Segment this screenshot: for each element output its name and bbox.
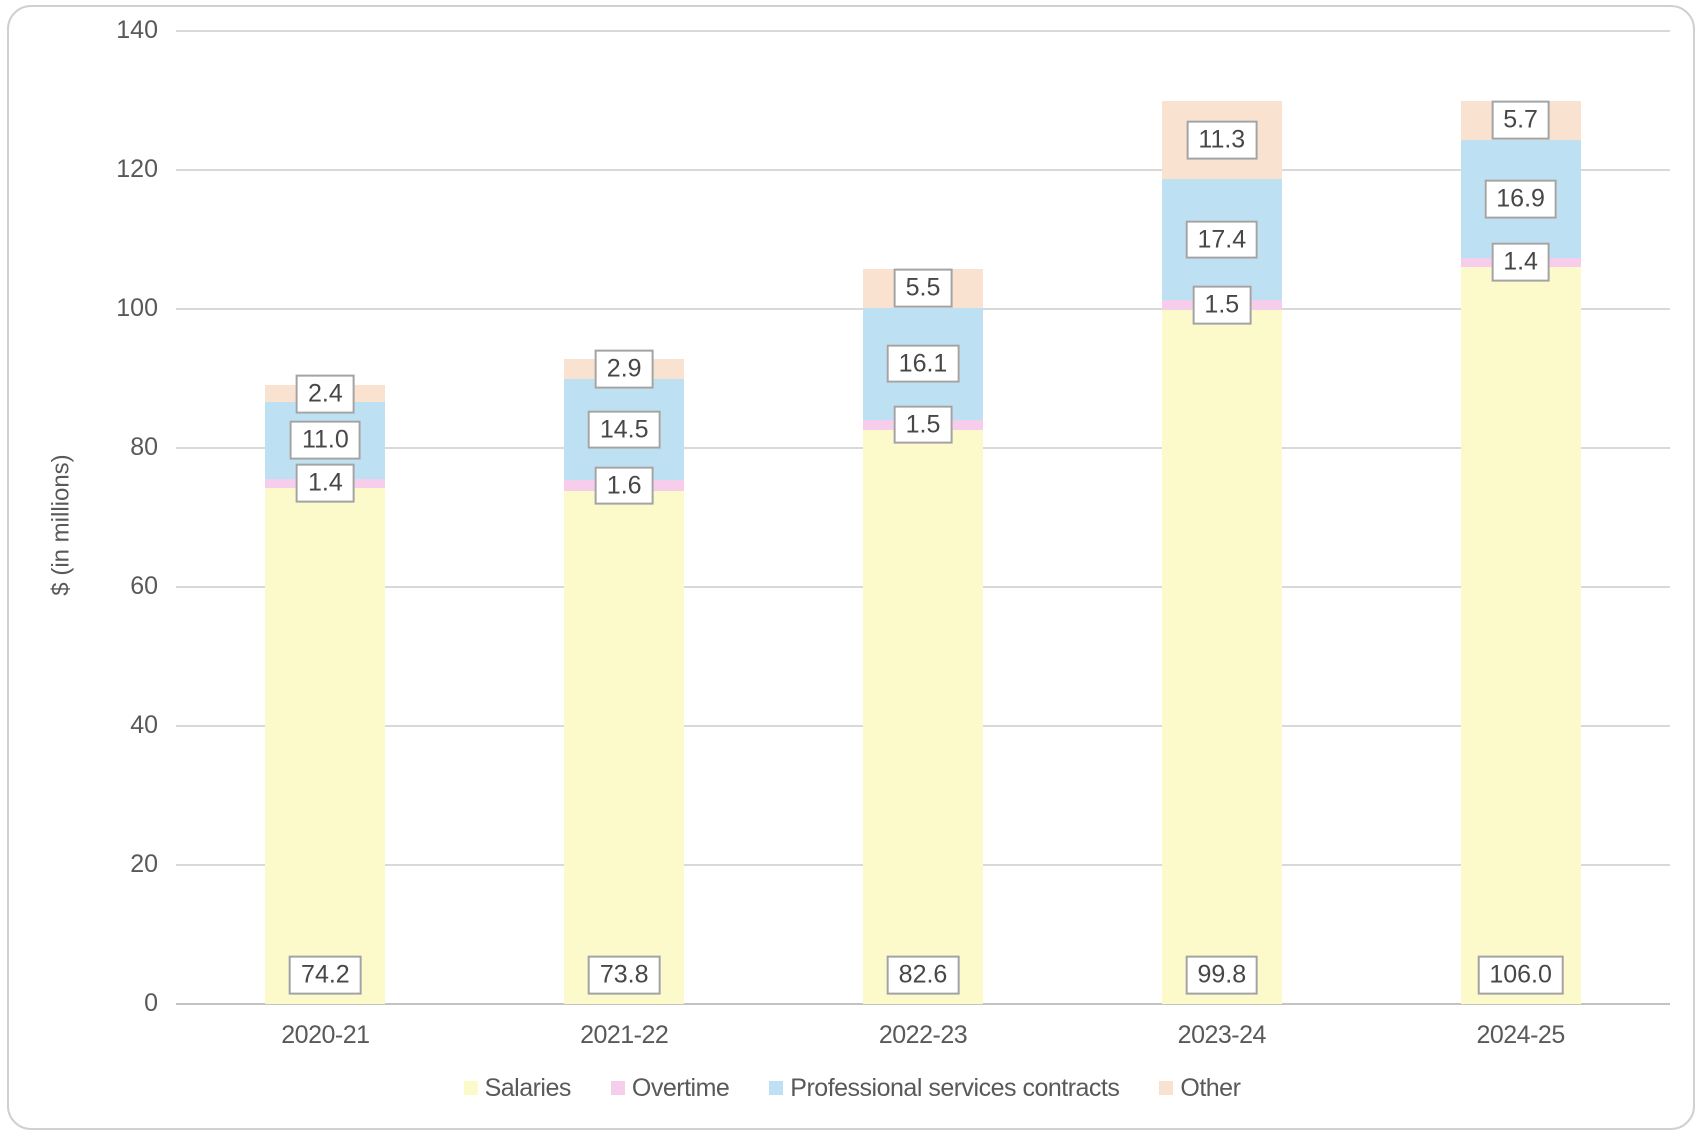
bar-segment-salaries [1460,267,1581,1004]
x-axis-label: 2020-21 [281,1021,370,1049]
legend-item-overtime: Overtime [610,1073,730,1103]
chart-legend: Salaries Overtime Professional services co… [9,1070,1695,1106]
gridline [176,30,1670,32]
data-label-other: 5.5 [893,269,953,308]
data-label-overtime: 1.5 [893,405,953,445]
bar-segment-salaries [863,429,983,1004]
data-label-salaries: 73.8 [587,955,661,995]
bar-segment-salaries [265,488,386,1004]
y-axis-tick-labels: 0 20 40 60 80 100 120 140 [40,16,158,1017]
data-label-professional-services-contracts: 17.4 [1185,220,1259,259]
data-label-professional-services-contracts: 16.1 [886,344,960,383]
x-axis-label: 2024-25 [1476,1021,1565,1049]
x-axis-line [176,1003,1670,1005]
data-label-overtime: 1.4 [1491,243,1550,282]
y-axis-tick-label: 60 [130,571,158,600]
y-axis-tick-label: 0 [144,988,158,1017]
x-axis-label: 2023-24 [1177,1021,1267,1049]
data-label-professional-services-contracts: 11.0 [289,420,361,460]
data-label-overtime: 1.6 [594,466,654,505]
legend-swatch-professional-services-contracts [769,1081,784,1095]
data-label-other: 11.3 [1186,120,1258,160]
data-label-salaries: 106.0 [1477,955,1564,995]
legend-label-salaries: Salaries [484,1073,572,1102]
data-label-other: 2.4 [296,374,355,414]
plot-area: 74.2 1.4 11.0 2.4 73.8 1.6 14.5 2.9 82.6 1.5 16.1 5… [176,30,1670,1005]
legend-swatch-salaries [463,1081,478,1095]
legend-swatch-other [1159,1081,1174,1095]
data-label-salaries: 74.2 [289,955,362,995]
data-label-other: 5.7 [1491,100,1550,140]
data-label-salaries: 82.6 [886,955,960,995]
legend-item-professional-services-contracts: Professional services contracts [769,1073,1120,1103]
bar-segment-salaries [1161,310,1282,1004]
x-axis-labels: 2020-21 2021-22 2022-23 2023-24 2024-25 [176,1021,1670,1055]
legend-item-other: Other [1159,1073,1241,1103]
legend-label-overtime: Overtime [631,1073,730,1102]
y-axis-tick-label: 100 [116,293,158,322]
bar-segment-salaries [564,491,685,1004]
x-axis-label: 2022-23 [878,1021,968,1049]
y-axis-tick-label: 20 [130,849,158,878]
legend-label-professional-services-contracts: Professional services contracts [790,1073,1120,1102]
data-label-professional-services-contracts: 16.9 [1484,179,1557,219]
gridline [176,169,1670,171]
x-axis-label: 2021-22 [580,1021,669,1049]
data-label-salaries: 99.8 [1185,955,1259,995]
legend-swatch-overtime [610,1081,625,1095]
data-label-other: 2.9 [594,349,654,389]
y-axis-tick-label: 40 [130,710,158,739]
data-label-professional-services-contracts: 14.5 [587,410,661,449]
y-axis-tick-label: 120 [116,154,158,183]
data-label-overtime: 1.4 [296,464,355,503]
y-axis-tick-label: 140 [116,15,158,44]
legend-label-other: Other [1180,1073,1241,1102]
y-axis-tick-label: 80 [130,432,158,461]
data-label-overtime: 1.5 [1192,285,1252,325]
legend-item-salaries: Salaries [463,1073,572,1103]
